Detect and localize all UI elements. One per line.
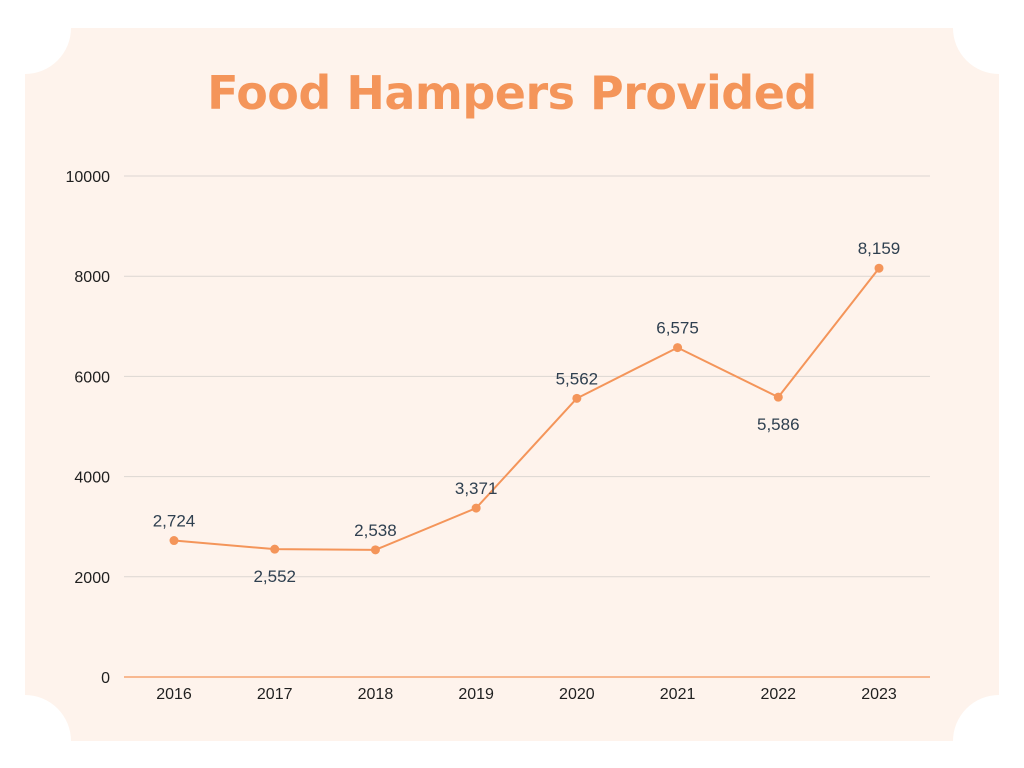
data-label: 2,552	[253, 567, 296, 586]
x-tick-label: 2018	[358, 686, 394, 703]
y-tick-label: 4000	[74, 470, 110, 487]
x-tick-label: 2020	[559, 686, 595, 703]
data-label: 2,724	[153, 512, 196, 531]
data-label: 5,586	[757, 415, 800, 434]
data-point	[572, 393, 582, 403]
y-tick-label: 8000	[74, 269, 110, 286]
y-tick-label: 10000	[66, 169, 111, 186]
data-point	[874, 263, 884, 273]
x-tick-label: 2017	[257, 686, 293, 703]
data-point	[773, 392, 783, 402]
data-point	[673, 343, 683, 353]
data-point	[270, 544, 280, 554]
x-tick-label: 2021	[660, 686, 696, 703]
data-label: 6,575	[656, 319, 699, 338]
x-tick-label: 2023	[861, 686, 897, 703]
data-label: 3,371	[455, 479, 498, 498]
x-tick-label: 2022	[760, 686, 796, 703]
series-line	[173, 267, 880, 551]
data-label: 5,562	[556, 369, 599, 388]
x-tick-label: 2016	[156, 686, 192, 703]
x-tick-label: 2019	[458, 686, 494, 703]
data-label: 8,159	[858, 239, 901, 258]
y-tick-label: 0	[101, 670, 110, 687]
chart-title: Food Hampers Provided	[207, 66, 817, 120]
y-tick-label: 6000	[74, 369, 110, 386]
data-point	[370, 545, 380, 555]
y-tick-label: 2000	[74, 570, 110, 587]
data-label: 2,538	[354, 521, 397, 540]
data-point	[471, 503, 481, 513]
data-point	[169, 536, 179, 546]
